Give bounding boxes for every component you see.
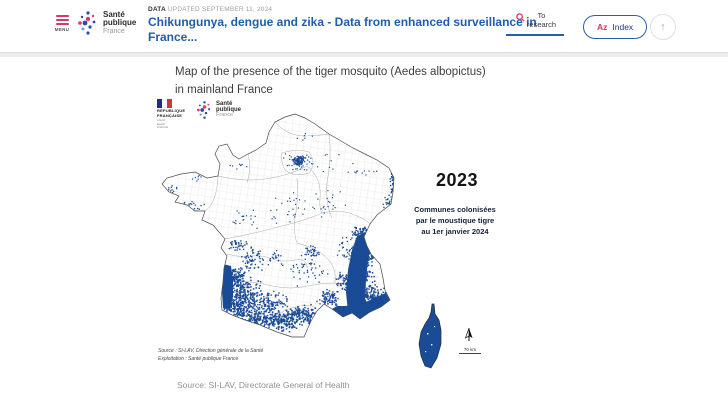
spf-line2: publique	[216, 107, 241, 114]
kicker-data-label: DATA	[148, 6, 166, 13]
rf-motto1: Liberté	[157, 119, 165, 123]
sante-publique-france-logo[interactable]: Santé publique France	[77, 10, 136, 36]
map-scale: 70 km	[459, 347, 481, 354]
map-legend: Communes colonisées par le moustique tig…	[396, 205, 514, 238]
spf-dots-icon	[78, 11, 96, 35]
spf-line3: France	[216, 112, 234, 119]
spf-line1: Santé	[216, 100, 233, 107]
page-title[interactable]: Chikungunya, dengue and zika - Data from…	[148, 15, 537, 44]
spf-map-logo: Santé publique France	[196, 100, 241, 120]
brand-line2: publique	[103, 18, 137, 28]
arrow-up-icon: ↑	[660, 20, 666, 33]
search-icon	[516, 13, 525, 22]
page-source-caption: Source: SI-LAV, Directorate General of H…	[177, 380, 350, 390]
brand-line1: Santé	[103, 9, 125, 19]
map-source-note: Source : SI-LAV, Direction générale de l…	[158, 348, 263, 363]
north-arrow-icon	[464, 327, 474, 347]
commune-dots	[168, 133, 394, 333]
france-map-svg	[161, 113, 442, 369]
legend-line1: Communes colonisées	[414, 205, 496, 214]
rf-line1: RÉPUBLIQUE	[157, 108, 186, 113]
search-label-line2: research	[526, 20, 557, 30]
france-map	[157, 108, 472, 370]
corsica	[418, 303, 442, 369]
index-button[interactable]: Az Index	[583, 15, 648, 39]
republique-francaise-logo: RÉPUBLIQUE FRANÇAISE Liberté Égalité Fra…	[157, 99, 193, 129]
search-underline	[506, 33, 564, 36]
map-year-label: 2023	[435, 170, 479, 190]
kicker-updated-label: UPDATED SEPTEMBER 11, 2024	[167, 6, 273, 13]
scroll-to-top-button[interactable]: ↑	[650, 14, 676, 40]
french-flag-icon	[157, 99, 172, 108]
header-divider	[0, 52, 728, 57]
search-button[interactable]: To research	[506, 11, 566, 36]
rf-motto3: Fraternité	[157, 125, 169, 129]
brand-line3: France	[103, 27, 125, 35]
map-source-line2: Exploitation : Santé publique France	[158, 355, 239, 362]
data-kicker: DATA UPDATED SEPTEMBER 11, 2024	[148, 6, 538, 13]
top-header: MENU Santé publique France	[0, 0, 728, 52]
rf-line2: FRANÇAISE	[157, 112, 183, 118]
legend-line3: au 1er janvier 2024	[421, 226, 489, 236]
hamburger-icon	[55, 15, 69, 17]
map-title: Map of the presence of the tiger mosquit…	[175, 66, 486, 96]
index-label: Index	[612, 22, 634, 32]
menu-button[interactable]: MENU	[53, 15, 71, 32]
spf-dots-icon	[196, 101, 211, 119]
rf-motto2: Égalité	[157, 122, 165, 126]
search-label-line1: To	[537, 11, 546, 20]
menu-label: MENU	[54, 27, 70, 32]
az-icon: Az	[597, 22, 608, 32]
map-source-line1: Source : SI-LAV, Direction générale de l…	[158, 348, 264, 354]
legend-line2: par le moustique tigre	[415, 215, 495, 225]
